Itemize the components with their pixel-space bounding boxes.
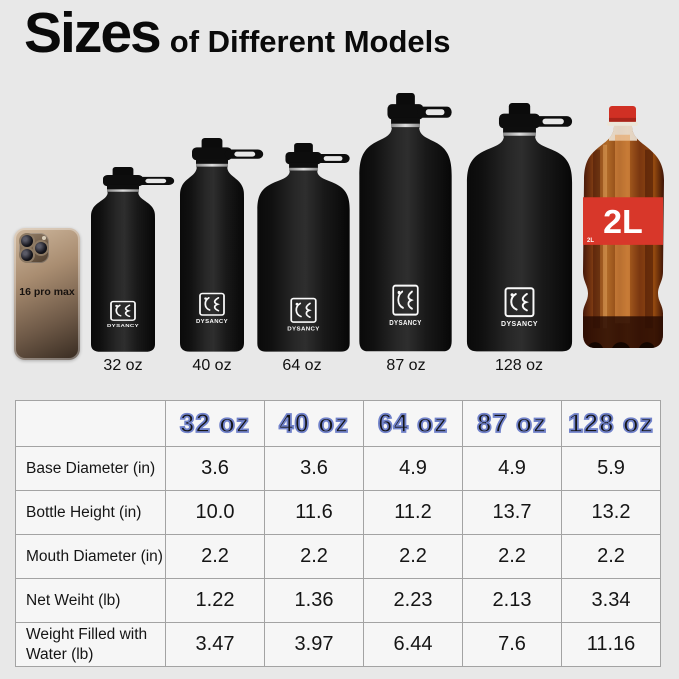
spec-value: 13.2 [561,490,661,535]
camera-flash-icon [42,236,46,240]
spec-value: 1.22 [165,578,265,623]
cola-bottle-scale-reference: 2L 2L [583,105,664,349]
row-label-weight-filled: Weight Filled with Water (lb) [15,622,166,667]
phone-model-label: 16 pro max [19,286,75,298]
camera-lens-icon [21,249,33,261]
bottle-size-label-40oz: 40 oz [192,357,232,374]
title-sub: of Different Models [169,24,451,59]
spec-value: 3.34 [561,578,661,623]
spec-value: 2.13 [462,578,562,623]
spec-value: 11.16 [561,622,661,667]
bottle-32oz [83,167,179,353]
bottle-size-label-32oz: 32 oz [103,357,143,374]
spec-value: 13.7 [462,490,562,535]
spec-value: 11.2 [363,490,463,535]
col-header-64oz: 64 oz [363,400,463,447]
spec-value: 2.2 [165,534,265,579]
table-row: Weight Filled with Water (lb) 3.47 3.97 … [15,622,661,667]
spec-table: 32 oz 40 oz 64 oz 87 oz 128 oz Base Diam… [15,400,661,667]
spec-value: 3.6 [165,446,265,491]
spec-value: 2.2 [561,534,661,579]
bottle-64oz [253,143,354,353]
corner-cell [15,400,166,447]
cola-label-band [583,197,663,245]
row-label-base-diameter: Base Diameter (in) [15,446,166,491]
cola-neck-flange [607,121,638,126]
cola-2l-text: 2L [603,203,643,241]
bottle-size-label-87oz: 87 oz [386,357,426,374]
camera-lens-icon [35,242,47,254]
spec-value: 6.44 [363,622,463,667]
spec-value: 4.9 [363,446,463,491]
spec-value: 3.97 [264,622,364,667]
spec-value: 7.6 [462,622,562,667]
iphone-scale-reference: 16 pro max [14,228,80,360]
spec-value: 2.23 [363,578,463,623]
spec-value: 2.2 [363,534,463,579]
bottle-128oz [462,103,577,353]
spec-value: 3.6 [264,446,364,491]
spec-value: 11.6 [264,490,364,535]
col-header-87oz: 87 oz [462,400,562,447]
title-main: Sizes [24,1,162,65]
phone-camera-module-icon [19,233,49,263]
camera-lens-icon [21,235,33,247]
bottle-size-label-128oz: 128 oz [494,357,544,374]
cola-2l-small-text: 2L [587,238,594,244]
table-header-row: 32 oz 40 oz 64 oz 87 oz 128 oz [15,400,661,447]
bottle-size-label-64oz: 64 oz [282,357,322,374]
spec-value: 1.36 [264,578,364,623]
spec-value: 3.47 [165,622,265,667]
row-label-mouth-diameter: Mouth Diameter (in) [15,534,166,579]
table-row: Net Weiht (lb) 1.22 1.36 2.23 2.13 3.34 [15,578,661,623]
spec-value: 2.2 [462,534,562,579]
spec-value: 4.9 [462,446,562,491]
col-header-128oz: 128 oz [561,400,661,447]
spec-value: 10.0 [165,490,265,535]
spec-value: 2.2 [264,534,364,579]
table-row: Mouth Diameter (in) 2.2 2.2 2.2 2.2 2.2 [15,534,661,579]
col-header-32oz: 32 oz [165,400,265,447]
page-title: Sizes of Different Models [24,0,451,66]
table-row: Base Diameter (in) 3.6 3.6 4.9 4.9 5.9 [15,446,661,491]
table-row: Bottle Height (in) 10.0 11.6 11.2 13.7 1… [15,490,661,535]
spec-value: 5.9 [561,446,661,491]
row-label-net-weight: Net Weiht (lb) [15,578,166,623]
row-label-bottle-height: Bottle Height (in) [15,490,166,535]
col-header-40oz: 40 oz [264,400,364,447]
bottle-87oz [355,93,456,353]
